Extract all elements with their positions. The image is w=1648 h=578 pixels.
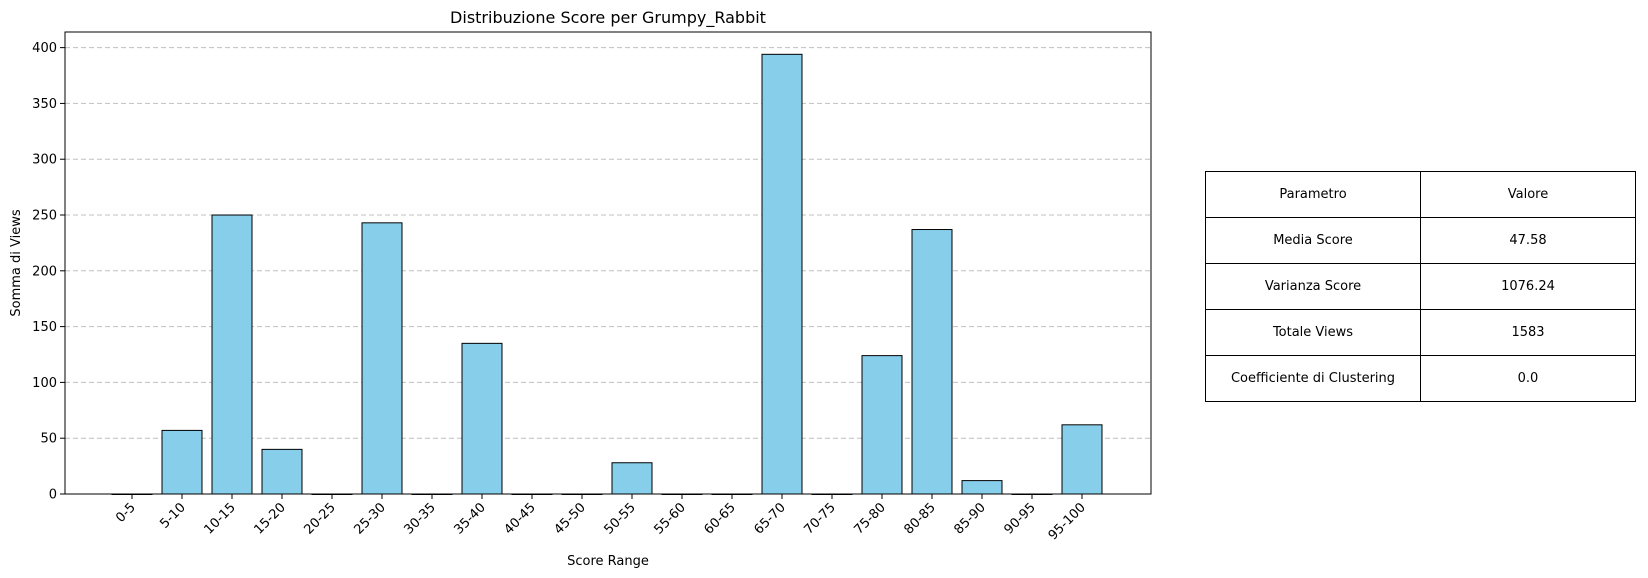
bar [911, 229, 953, 495]
table-cell-value: 1076.24 [1420, 263, 1636, 310]
table-cell-parameter: Totale Views [1205, 309, 1421, 356]
x-tick-label: 5-10 [157, 500, 188, 531]
y-tick-label: 100 [32, 376, 57, 391]
bar [861, 355, 903, 495]
chart-title: Distribuzione Score per Grumpy_Rabbit [450, 8, 766, 28]
table-header-cell: Valore [1420, 171, 1636, 218]
bar [461, 342, 503, 495]
y-tick-label: 300 [32, 153, 57, 168]
bar [961, 480, 1003, 495]
bar [161, 429, 203, 495]
x-tick-label: 35-40 [452, 500, 489, 537]
plot-frame [64, 31, 1152, 495]
bar [611, 462, 653, 495]
bar [211, 214, 253, 495]
table-cell-value: 0.0 [1420, 355, 1636, 402]
bars [111, 53, 1103, 495]
x-tick-label: 60-65 [702, 500, 739, 537]
bar [261, 448, 303, 495]
table-cell-parameter: Varianza Score [1205, 263, 1421, 310]
stats-table: Parametro Valore Media Score 47.58 Varia… [1205, 171, 1636, 402]
x-tick-label: 50-55 [602, 500, 639, 537]
x-tick-label: 45-50 [552, 500, 589, 537]
table-cell-parameter: Media Score [1205, 217, 1421, 264]
y-axis-ticks: 0 50 100 150 200 250 300 350 400 [32, 41, 65, 503]
x-tick-label: 30-35 [402, 500, 439, 537]
bar-chart: 0 50 100 150 200 250 300 350 400 0-5 5-10 10-15 15-… [9, 8, 1152, 569]
y-tick-label: 250 [32, 209, 57, 224]
x-tick-label: 85-90 [952, 500, 989, 537]
bar [761, 53, 803, 495]
table-row: Varianza Score 1076.24 [1205, 263, 1636, 310]
table-row: Media Score 47.58 [1205, 217, 1636, 264]
x-tick-label: 80-85 [902, 500, 939, 537]
y-tick-label: 400 [32, 41, 57, 56]
x-tick-label: 20-25 [302, 500, 339, 537]
table-header-row: Parametro Valore [1205, 171, 1636, 218]
x-axis-label: Score Range [567, 554, 649, 569]
x-tick-label: 90-95 [1002, 500, 1039, 537]
x-tick-label: 15-20 [252, 500, 289, 537]
table-header-cell: Parametro [1205, 171, 1421, 218]
bar [1061, 424, 1103, 495]
x-tick-label: 95-100 [1046, 500, 1089, 543]
x-tick-label: 55-60 [652, 500, 689, 537]
table-row: Coefficiente di Clustering 0.0 [1205, 355, 1636, 402]
x-tick-label: 10-15 [202, 500, 239, 537]
table-cell-value: 1583 [1420, 309, 1636, 356]
x-tick-label: 0-5 [113, 500, 139, 526]
y-tick-label: 0 [49, 488, 57, 503]
x-tick-label: 65-70 [752, 500, 789, 537]
x-tick-label: 70-75 [802, 500, 839, 537]
table-cell-value: 47.58 [1420, 217, 1636, 264]
x-tick-label: 25-30 [352, 500, 389, 537]
bar [361, 222, 403, 495]
x-tick-label: 40-45 [502, 500, 539, 537]
y-tick-label: 350 [32, 97, 57, 112]
y-tick-label: 50 [40, 432, 57, 447]
table-cell-parameter: Coefficiente di Clustering [1205, 355, 1421, 402]
y-tick-label: 150 [32, 320, 57, 335]
y-axis-label: Somma di Views [9, 209, 24, 316]
x-tick-label: 75-80 [852, 500, 889, 537]
table-row: Totale Views 1583 [1205, 309, 1636, 356]
y-tick-label: 200 [32, 264, 57, 279]
x-axis-ticks: 0-5 5-10 10-15 15-20 20-25 25-30 30-35 35-40 40-… [113, 494, 1089, 543]
